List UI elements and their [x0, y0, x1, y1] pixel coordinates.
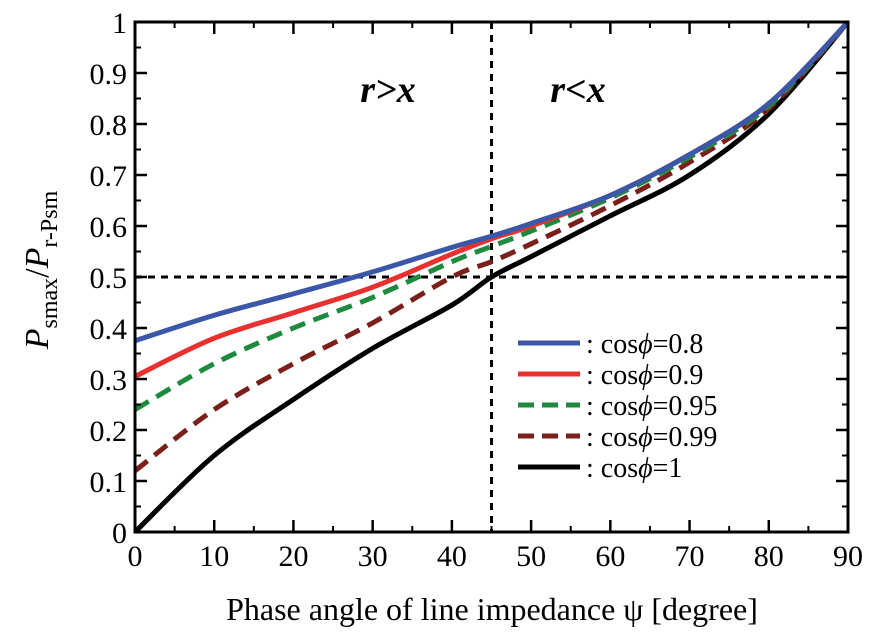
axis-labels: Phase angle of line impedance ψ [degree]… — [19, 69, 758, 627]
legend-entry: : cosϕ=0.8 — [586, 329, 703, 360]
x-tick-label: 0 — [128, 540, 143, 573]
y-tick-label: 0.9 — [90, 58, 128, 91]
y-label-sub1: smax — [37, 278, 63, 329]
y-tick-label: 0.1 — [90, 466, 128, 499]
x-tick-label: 20 — [278, 540, 308, 573]
legend-entry: : cosϕ=0.9 — [586, 360, 703, 391]
x-tick-label: 10 — [199, 540, 229, 573]
y-tick-label: 0.4 — [90, 313, 128, 346]
y-label-slash: / — [19, 268, 56, 278]
annotation-r-greater-x: r>x — [360, 69, 415, 111]
plot-area — [133, 20, 850, 534]
legend-entry: : cosϕ=1 — [586, 453, 682, 484]
y-tick-label: 0.2 — [90, 415, 128, 448]
axes: 0 10 20 30 40 50 60 70 80 90 0 0.1 0.2 0.3 0.4 0.5 0.6 0.… — [90, 7, 864, 573]
x-tick-label: 30 — [358, 540, 388, 573]
x-tick-label: 40 — [437, 540, 467, 573]
x-axis-label: Phase angle of line impedance ψ [degree] — [226, 591, 758, 627]
y-label-p2: P — [19, 248, 56, 270]
y-tick-label: 0.7 — [90, 160, 128, 193]
legend-entry: : cosϕ=0.99 — [586, 422, 717, 453]
y-axis-label: Psmax/Pr-Psm — [19, 190, 63, 350]
y-tick-label: 0.3 — [90, 364, 128, 397]
series-line-1 — [133, 20, 850, 534]
y-label-p1: P — [19, 328, 56, 350]
x-tick-label: 50 — [516, 540, 546, 573]
y-tick-label: 0.8 — [90, 109, 128, 142]
series-line-0-99 — [133, 20, 850, 473]
x-tick-label: 70 — [675, 540, 705, 573]
series-line-0-8 — [134, 20, 850, 344]
y-tick-label: 0.6 — [90, 211, 128, 244]
y-label-sub2: r-Psm — [37, 190, 63, 247]
x-tick-label: 90 — [833, 540, 863, 573]
legend-entry: : cosϕ=0.95 — [586, 391, 717, 422]
y-tick-label: 0 — [112, 517, 127, 550]
x-tick-label: 80 — [754, 540, 784, 573]
annotation-r-less-x: r<x — [550, 69, 605, 111]
legend: : cosϕ=0.8: cosϕ=0.9: cosϕ=0.95: cosϕ=0.… — [518, 329, 717, 484]
y-tick-label: 0.5 — [90, 262, 128, 295]
y-tick-label: 1 — [112, 7, 127, 40]
x-tick-label: 60 — [595, 540, 625, 573]
